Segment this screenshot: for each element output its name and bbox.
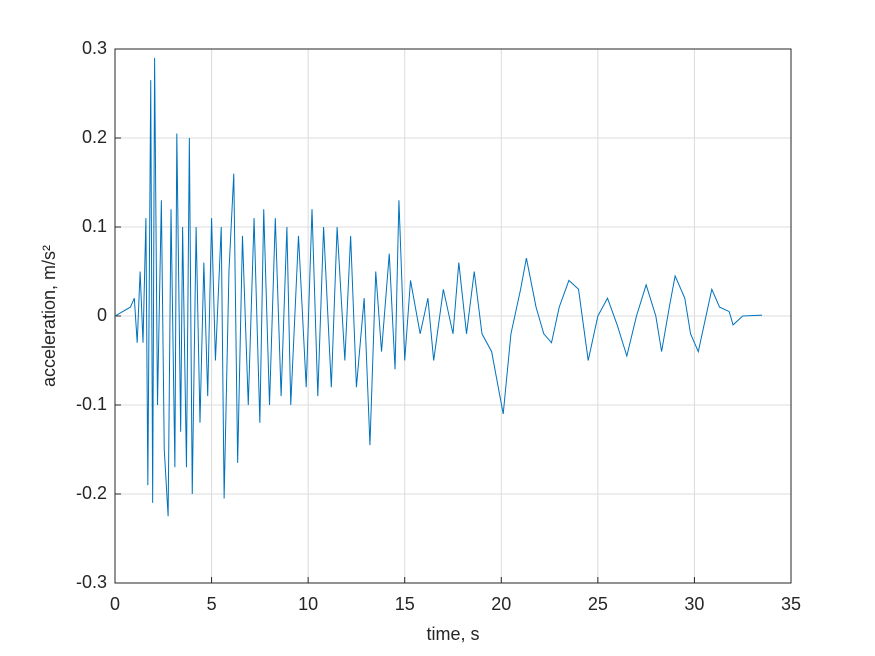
x-tick-label: 15 xyxy=(395,594,415,614)
x-axis-label: time, s xyxy=(426,624,479,644)
y-tick-label: 0.1 xyxy=(82,216,107,236)
x-tick-label: 0 xyxy=(110,594,120,614)
data-line xyxy=(114,57,763,517)
y-tick-label: -0.2 xyxy=(76,483,107,503)
x-tick-label: 20 xyxy=(491,594,511,614)
y-tick-label: -0.3 xyxy=(76,572,107,592)
y-tick-label: -0.1 xyxy=(76,394,107,414)
y-tick-label: 0 xyxy=(97,305,107,325)
x-tick-label: 10 xyxy=(298,594,318,614)
x-tick-label: 5 xyxy=(207,594,217,614)
x-tick-label: 30 xyxy=(684,594,704,614)
y-axis-label: acceleration, m/s² xyxy=(39,245,59,387)
x-tick-label: 25 xyxy=(588,594,608,614)
y-tick-label: 0.3 xyxy=(82,38,107,58)
y-tick-label: 0.2 xyxy=(82,127,107,147)
x-tick-label: 35 xyxy=(781,594,801,614)
